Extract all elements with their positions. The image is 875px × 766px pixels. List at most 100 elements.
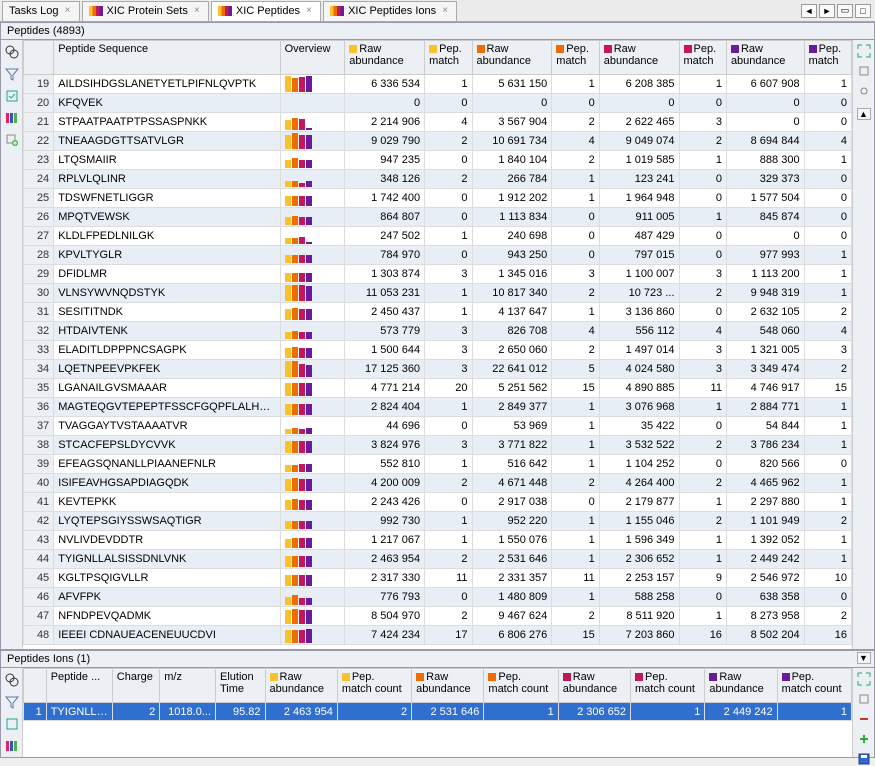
table-row[interactable]: 38STCACFEPSLDYCVVK3 824 97633 771 82213 …	[24, 436, 852, 455]
save-icon[interactable]	[856, 752, 872, 766]
tab-xic-peptides-ions[interactable]: XIC Peptides Ions×	[323, 1, 457, 21]
table-row[interactable]: 22TNEAAGDGTTSATVLGR9 029 790210 691 7344…	[24, 132, 852, 151]
close-icon[interactable]: ×	[304, 6, 314, 16]
col-sequence[interactable]: Peptide Sequence	[54, 41, 280, 75]
tab-min[interactable]: ▭	[837, 4, 853, 18]
tab-max[interactable]: □	[855, 4, 871, 18]
col-pm2[interactable]: Pep. match	[552, 41, 599, 75]
col-pm1[interactable]: Pep. match	[425, 41, 472, 75]
tab-xic-peptides[interactable]: XIC Peptides×	[211, 1, 321, 21]
cell-ra3: 6 208 385	[599, 75, 679, 94]
table-row[interactable]: 37TVAGGAYTVSTAAAATVR44 696053 969135 422…	[24, 417, 852, 436]
close-icon[interactable]: ×	[63, 6, 73, 16]
close-icon[interactable]: ×	[192, 6, 202, 16]
col-rownum[interactable]	[24, 41, 54, 75]
table-row[interactable]: 45KGLTPSQIGVLLR2 317 330112 331 357112 2…	[24, 569, 852, 588]
table-row[interactable]: 48IEEEI CDNAUEACENEUUCDVI7 424 234176 80…	[24, 626, 852, 645]
expand-icon[interactable]	[856, 44, 872, 58]
table-row[interactable]: 23LTQSMAIIR947 23501 840 10421 019 58518…	[24, 151, 852, 170]
tab-nav-next[interactable]: ►	[819, 4, 835, 18]
table-row[interactable]: 28KPVLTYGLR784 9700943 2500797 0150977 9…	[24, 246, 852, 265]
table-row[interactable]: 36MAGTEQGVTEPEPTFSSCFGQPFLALHPIR2 824 40…	[24, 398, 852, 417]
cell-ra4: 6 607 908	[726, 75, 804, 94]
export-icon[interactable]	[4, 716, 20, 732]
table-row[interactable]: 19AILDSIHDGSLANETYETLPIFNLQVPTK6 336 534…	[24, 75, 852, 94]
ions-col[interactable]: Peptide ...	[46, 669, 112, 703]
table-row[interactable]: 29DFIDLMR1 303 87431 345 01631 100 00731…	[24, 265, 852, 284]
tab-tasks-log[interactable]: Tasks Log×	[2, 1, 80, 21]
settings-icon[interactable]	[856, 692, 872, 706]
close-icon[interactable]: ×	[440, 6, 450, 16]
ions-col[interactable]	[24, 669, 47, 703]
scroll-down[interactable]: ▼	[857, 652, 871, 664]
ions-col[interactable]: m/z	[160, 669, 216, 703]
table-row[interactable]: 39EFEAGSQNANLLPIAANEFNLR552 8101516 6421…	[24, 455, 852, 474]
ions-col[interactable]: Charge	[112, 669, 159, 703]
cell-ra1: 1 303 874	[345, 265, 425, 284]
col-ra2[interactable]: Raw abundance	[472, 41, 552, 75]
cell-ra1: 6 336 534	[345, 75, 425, 94]
search-icon[interactable]	[4, 672, 20, 688]
ions-col[interactable]: Pep. match count	[484, 669, 558, 703]
cell-pm3: 3	[679, 360, 726, 379]
tab-nav-prev[interactable]: ◄	[801, 4, 817, 18]
table-row[interactable]: 40ISIFEAVHGSAPDIAGQDK4 200 00924 671 448…	[24, 474, 852, 493]
table-row[interactable]: 24RPLVLQLINR348 1262266 7841123 2410329 …	[24, 170, 852, 189]
peptides-table-wrap[interactable]: Peptide Sequence Overview Raw abundance …	[23, 40, 852, 649]
table-row[interactable]: 44TYIGNLLALSISSDNLVNK2 463 95422 531 646…	[24, 550, 852, 569]
add-icon[interactable]	[4, 132, 20, 148]
table-row[interactable]: 41KEVTEPKK2 243 42602 917 03802 179 8771…	[24, 493, 852, 512]
col-ra1[interactable]: Raw abundance	[345, 41, 425, 75]
table-row[interactable]: 33ELADITLDPPPNCSAGPK1 500 64432 650 0602…	[24, 341, 852, 360]
table-row[interactable]: 43NVLIVDEVDDTR1 217 06711 550 07611 596 …	[24, 531, 852, 550]
ions-col[interactable]: Raw abundance	[412, 669, 484, 703]
ions-col[interactable]: Pep. match count	[631, 669, 705, 703]
search-icon[interactable]	[4, 44, 20, 60]
col-ra3[interactable]: Raw abundance	[599, 41, 679, 75]
ions-col[interactable]: Elution Time	[216, 669, 266, 703]
cell-ra4: 1 321 005	[726, 341, 804, 360]
row-number: 47	[24, 607, 54, 626]
table-row[interactable]: 30VLNSYWVNQDSTYK11 053 231110 817 340210…	[24, 284, 852, 303]
ions-table-wrap[interactable]: Peptide ...Chargem/zElution TimeRaw abun…	[23, 668, 852, 757]
table-row[interactable]: 35LGANAILGVSMAAAR4 771 214205 251 562154…	[24, 379, 852, 398]
col-overview[interactable]: Overview	[280, 41, 345, 75]
ions-col[interactable]: Pep. match count	[777, 669, 851, 703]
tab-xic-protein-sets[interactable]: XIC Protein Sets×	[82, 1, 209, 21]
filter-icon[interactable]	[4, 66, 20, 82]
export-icon[interactable]	[4, 88, 20, 104]
ions-row[interactable]: 1TYIGNLLA...21018.0...95.822 463 95422 5…	[24, 703, 852, 721]
row-number: 43	[24, 531, 54, 550]
col-ra4[interactable]: Raw abundance	[726, 41, 804, 75]
filter-icon[interactable]	[4, 694, 20, 710]
ions-col[interactable]: Raw abundance	[558, 669, 630, 703]
ions-col[interactable]: Raw abundance	[265, 669, 337, 703]
table-row[interactable]: 26MPQTVEWSK864 80701 113 8340911 0051845…	[24, 208, 852, 227]
table-row[interactable]: 32HTDAIVTENK573 7793826 7084556 1124548 …	[24, 322, 852, 341]
table-row[interactable]: 42LYQTEPSGIYSSWSAQTIGR992 7301952 22011 …	[24, 512, 852, 531]
settings-icon[interactable]	[856, 64, 872, 78]
table-row[interactable]: 20KFQVEK00000000	[24, 94, 852, 113]
scroll-up[interactable]: ▲	[857, 108, 871, 120]
ions-col[interactable]: Pep. match count	[337, 669, 411, 703]
table-row[interactable]: 21STPAATPAATPTPSSASPNKK2 214 90643 567 9…	[24, 113, 852, 132]
table-row[interactable]: 25TDSWFNETLIGGR1 742 40001 912 20211 964…	[24, 189, 852, 208]
add-green-icon[interactable]	[856, 732, 872, 746]
link-icon[interactable]	[856, 84, 872, 98]
cell-pm1: 2	[425, 132, 472, 151]
table-row[interactable]: 31SESITITNDK2 450 43714 137 64713 136 86…	[24, 303, 852, 322]
cell-sequence: STPAATPAATPTPSSASPNKK	[54, 113, 280, 132]
expand-icon[interactable]	[856, 672, 872, 686]
columns-icon[interactable]	[4, 110, 20, 126]
remove-icon[interactable]	[856, 712, 872, 726]
table-row[interactable]: 46AFVFPK776 79301 480 8091588 2580638 35…	[24, 588, 852, 607]
cell-ra4: 1 392 052	[726, 531, 804, 550]
cell-overview	[280, 512, 345, 531]
ions-col[interactable]: Raw abundance	[705, 669, 777, 703]
table-row[interactable]: 27KLDLFPEDLNILGK247 5021240 6980487 4290…	[24, 227, 852, 246]
columns-icon[interactable]	[4, 738, 20, 754]
col-pm4[interactable]: Pep. match	[804, 41, 851, 75]
table-row[interactable]: 34LQETNPEEVPKFEK17 125 360322 641 01254 …	[24, 360, 852, 379]
table-row[interactable]: 47NFNDPEVQADMK8 504 97029 467 62428 511 …	[24, 607, 852, 626]
col-pm3[interactable]: Pep. match	[679, 41, 726, 75]
